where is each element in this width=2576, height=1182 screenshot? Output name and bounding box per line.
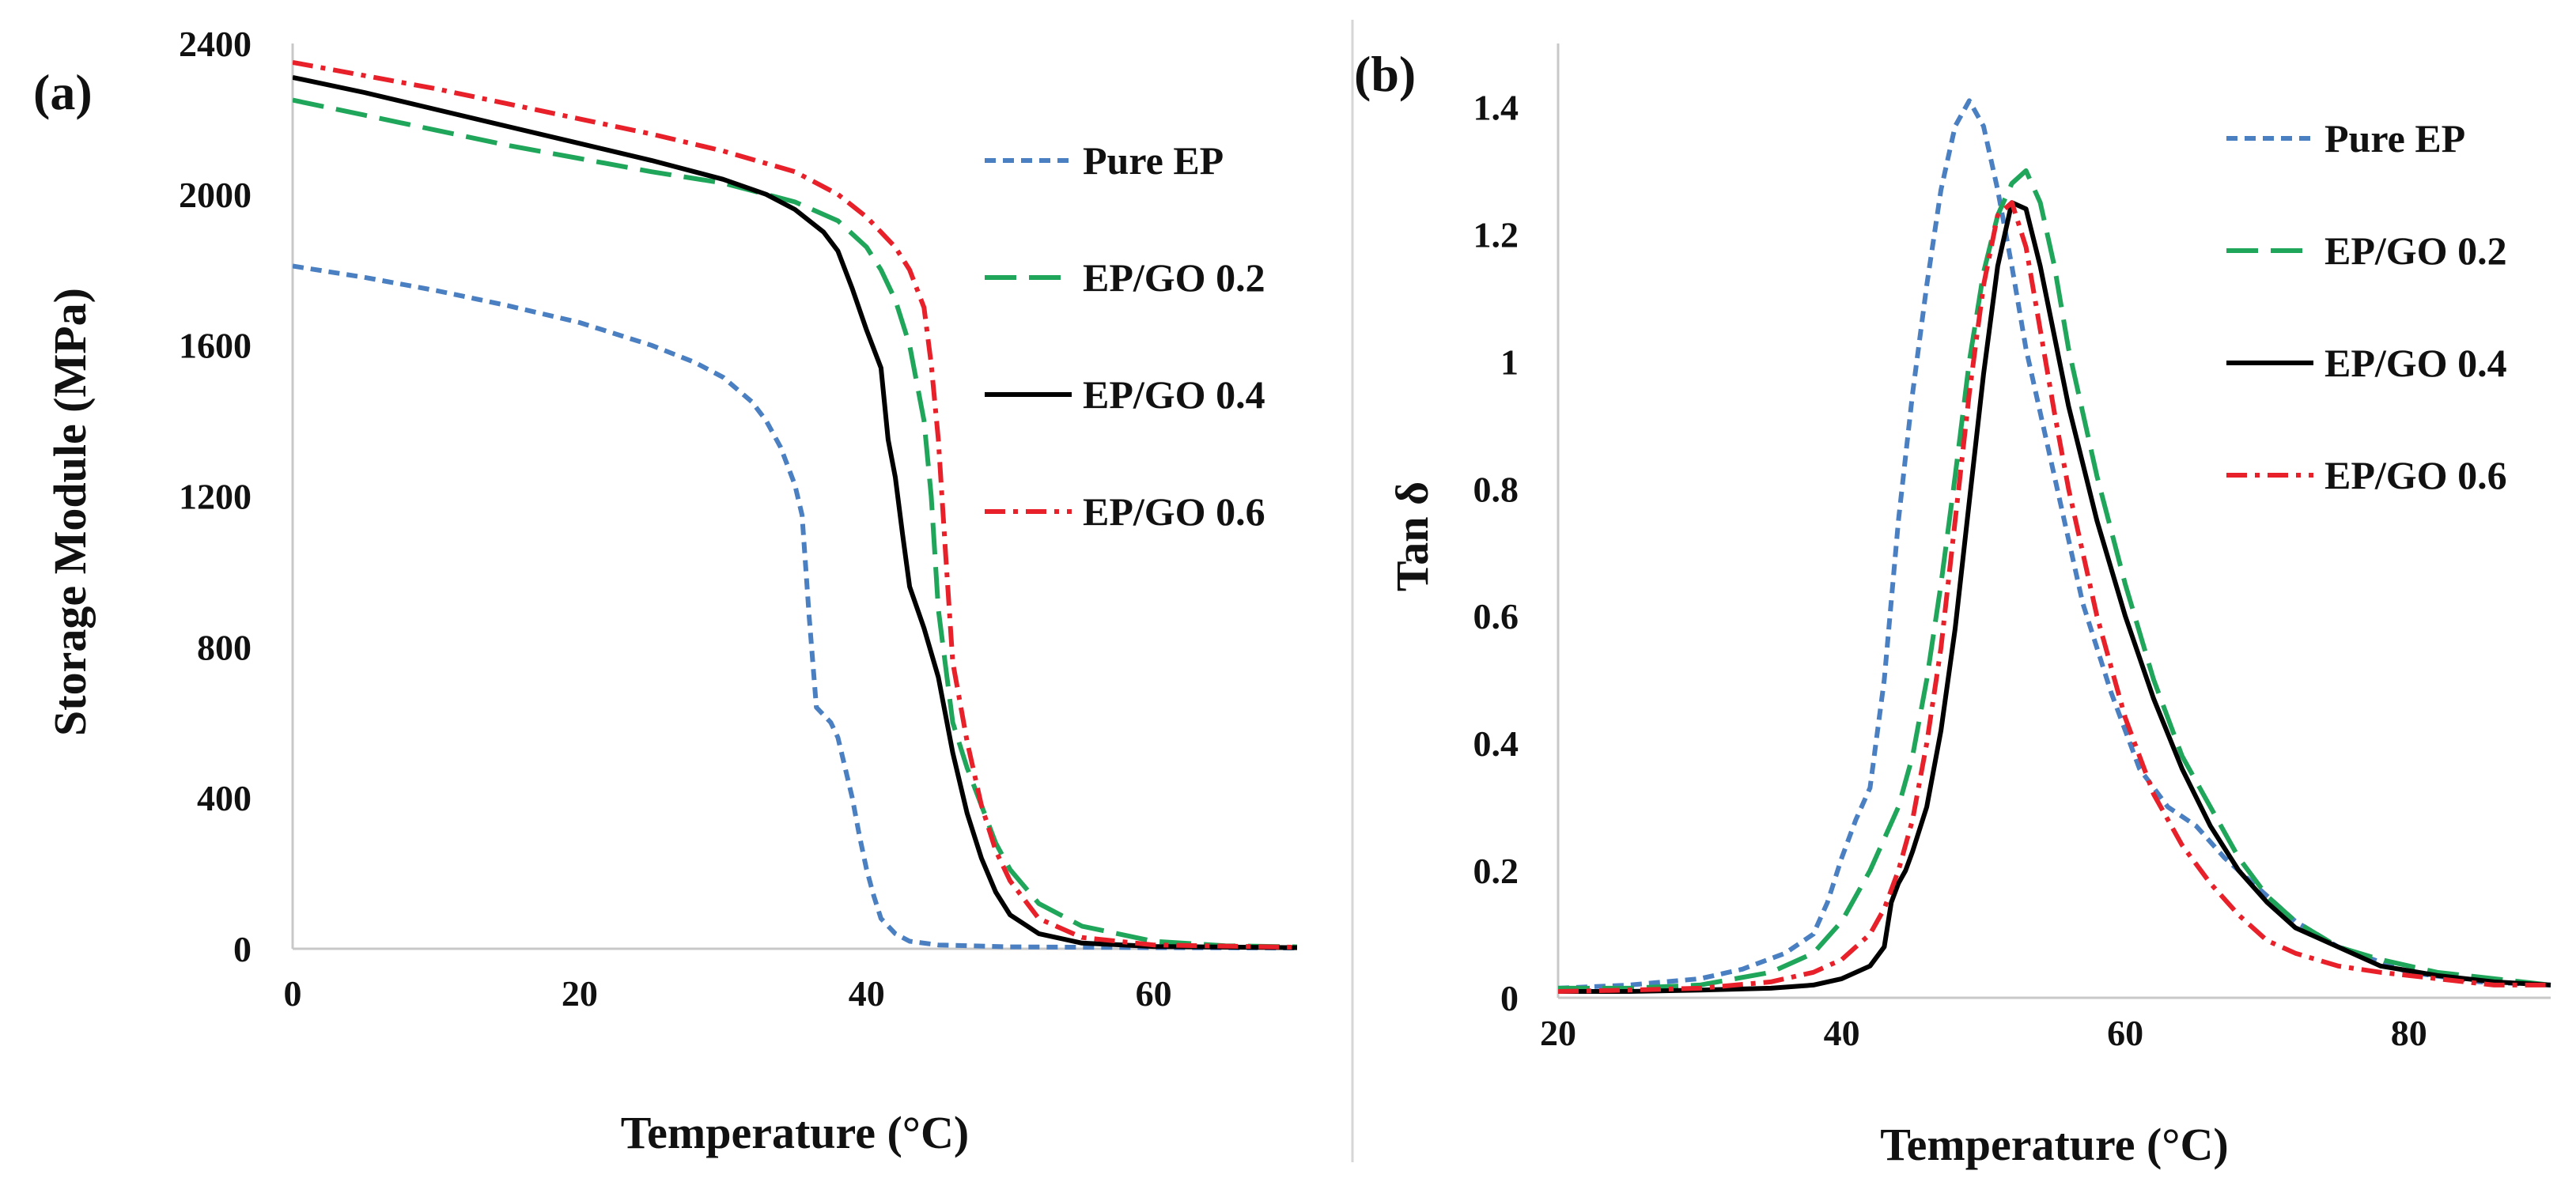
- legend-label-ep-go-0-2: EP/GO 0.2: [2324, 228, 2507, 273]
- series-line-ep-go-0-6: [1558, 200, 2551, 994]
- chart-panel-a: (a) 0 20 40 60 0 400 800 1200 1600 2000 2400 Tempera…: [33, 24, 1298, 1158]
- series-line-pure-ep: [293, 263, 1298, 950]
- y-tick-label: 2000: [179, 175, 252, 215]
- legend-label-ep-go-0-6: EP/GO 0.6: [1083, 489, 1265, 534]
- y-tick-label: 0: [1500, 978, 1519, 1018]
- y-tick-label: 1: [1500, 342, 1519, 382]
- legend: Pure EP EP/GO 0.2 EP/GO 0.4 EP/GO 0.6: [2226, 116, 2507, 497]
- y-tick-label: 0: [233, 929, 252, 969]
- y-tick-label: 0.6: [1473, 596, 1519, 636]
- y-axis-title: Storage Module (MPa): [44, 288, 96, 736]
- series-line-ep-go-0-6: [293, 59, 1298, 950]
- chart-panel-b: (b) 20 40 60 80 0 0.2 0.4 0.6 0.8 1 1.2 1.4 Temperatu…: [1354, 43, 2551, 1170]
- x-tick-label: 20: [562, 973, 598, 1014]
- x-tick-label: 60: [1136, 973, 1172, 1014]
- y-tick-label: 0.4: [1473, 723, 1519, 764]
- y-axis-title: Tan δ: [1386, 481, 1438, 591]
- panel-label: (a): [33, 64, 93, 120]
- series-line-ep-go-0-4: [1558, 200, 2551, 994]
- y-tick-label: 1600: [179, 326, 252, 366]
- x-axis-title: Temperature (°C): [1880, 1119, 2228, 1170]
- x-tick-label: 60: [2107, 1013, 2143, 1053]
- y-tick-label: 0.2: [1473, 851, 1519, 891]
- x-tick-label: 0: [284, 973, 302, 1014]
- x-axis-title: Temperature (°C): [621, 1107, 969, 1158]
- legend-label-ep-go-0-4: EP/GO 0.4: [1083, 372, 1265, 417]
- x-tick-label: 20: [1540, 1013, 1576, 1053]
- y-tick-label: 2400: [179, 24, 252, 64]
- y-tick-label: 1.4: [1473, 87, 1519, 127]
- series-line-ep-go-0-2: [1558, 168, 2551, 991]
- legend: Pure EP EP/GO 0.2 EP/GO 0.4 EP/GO 0.6: [985, 138, 1265, 534]
- y-tick-label: 0.8: [1473, 469, 1519, 509]
- legend-label-pure-ep: Pure EP: [2324, 116, 2465, 160]
- legend-label-pure-ep: Pure EP: [1083, 138, 1224, 183]
- legend-label-ep-go-0-6: EP/GO 0.6: [2324, 453, 2507, 497]
- series-line-ep-go-0-4: [293, 74, 1298, 950]
- x-tick-label: 40: [1824, 1013, 1860, 1053]
- panel-label: (b): [1354, 46, 1416, 102]
- legend-label-ep-go-0-2: EP/GO 0.2: [1083, 255, 1265, 300]
- legend-label-ep-go-0-4: EP/GO 0.4: [2324, 341, 2507, 385]
- y-tick-label: 1200: [179, 477, 252, 517]
- y-tick-label: 1.2: [1473, 214, 1519, 255]
- y-tick-label: 800: [197, 627, 252, 667]
- y-tick-label: 400: [197, 778, 252, 818]
- x-tick-label: 40: [849, 973, 885, 1014]
- x-tick-label: 80: [2391, 1013, 2427, 1053]
